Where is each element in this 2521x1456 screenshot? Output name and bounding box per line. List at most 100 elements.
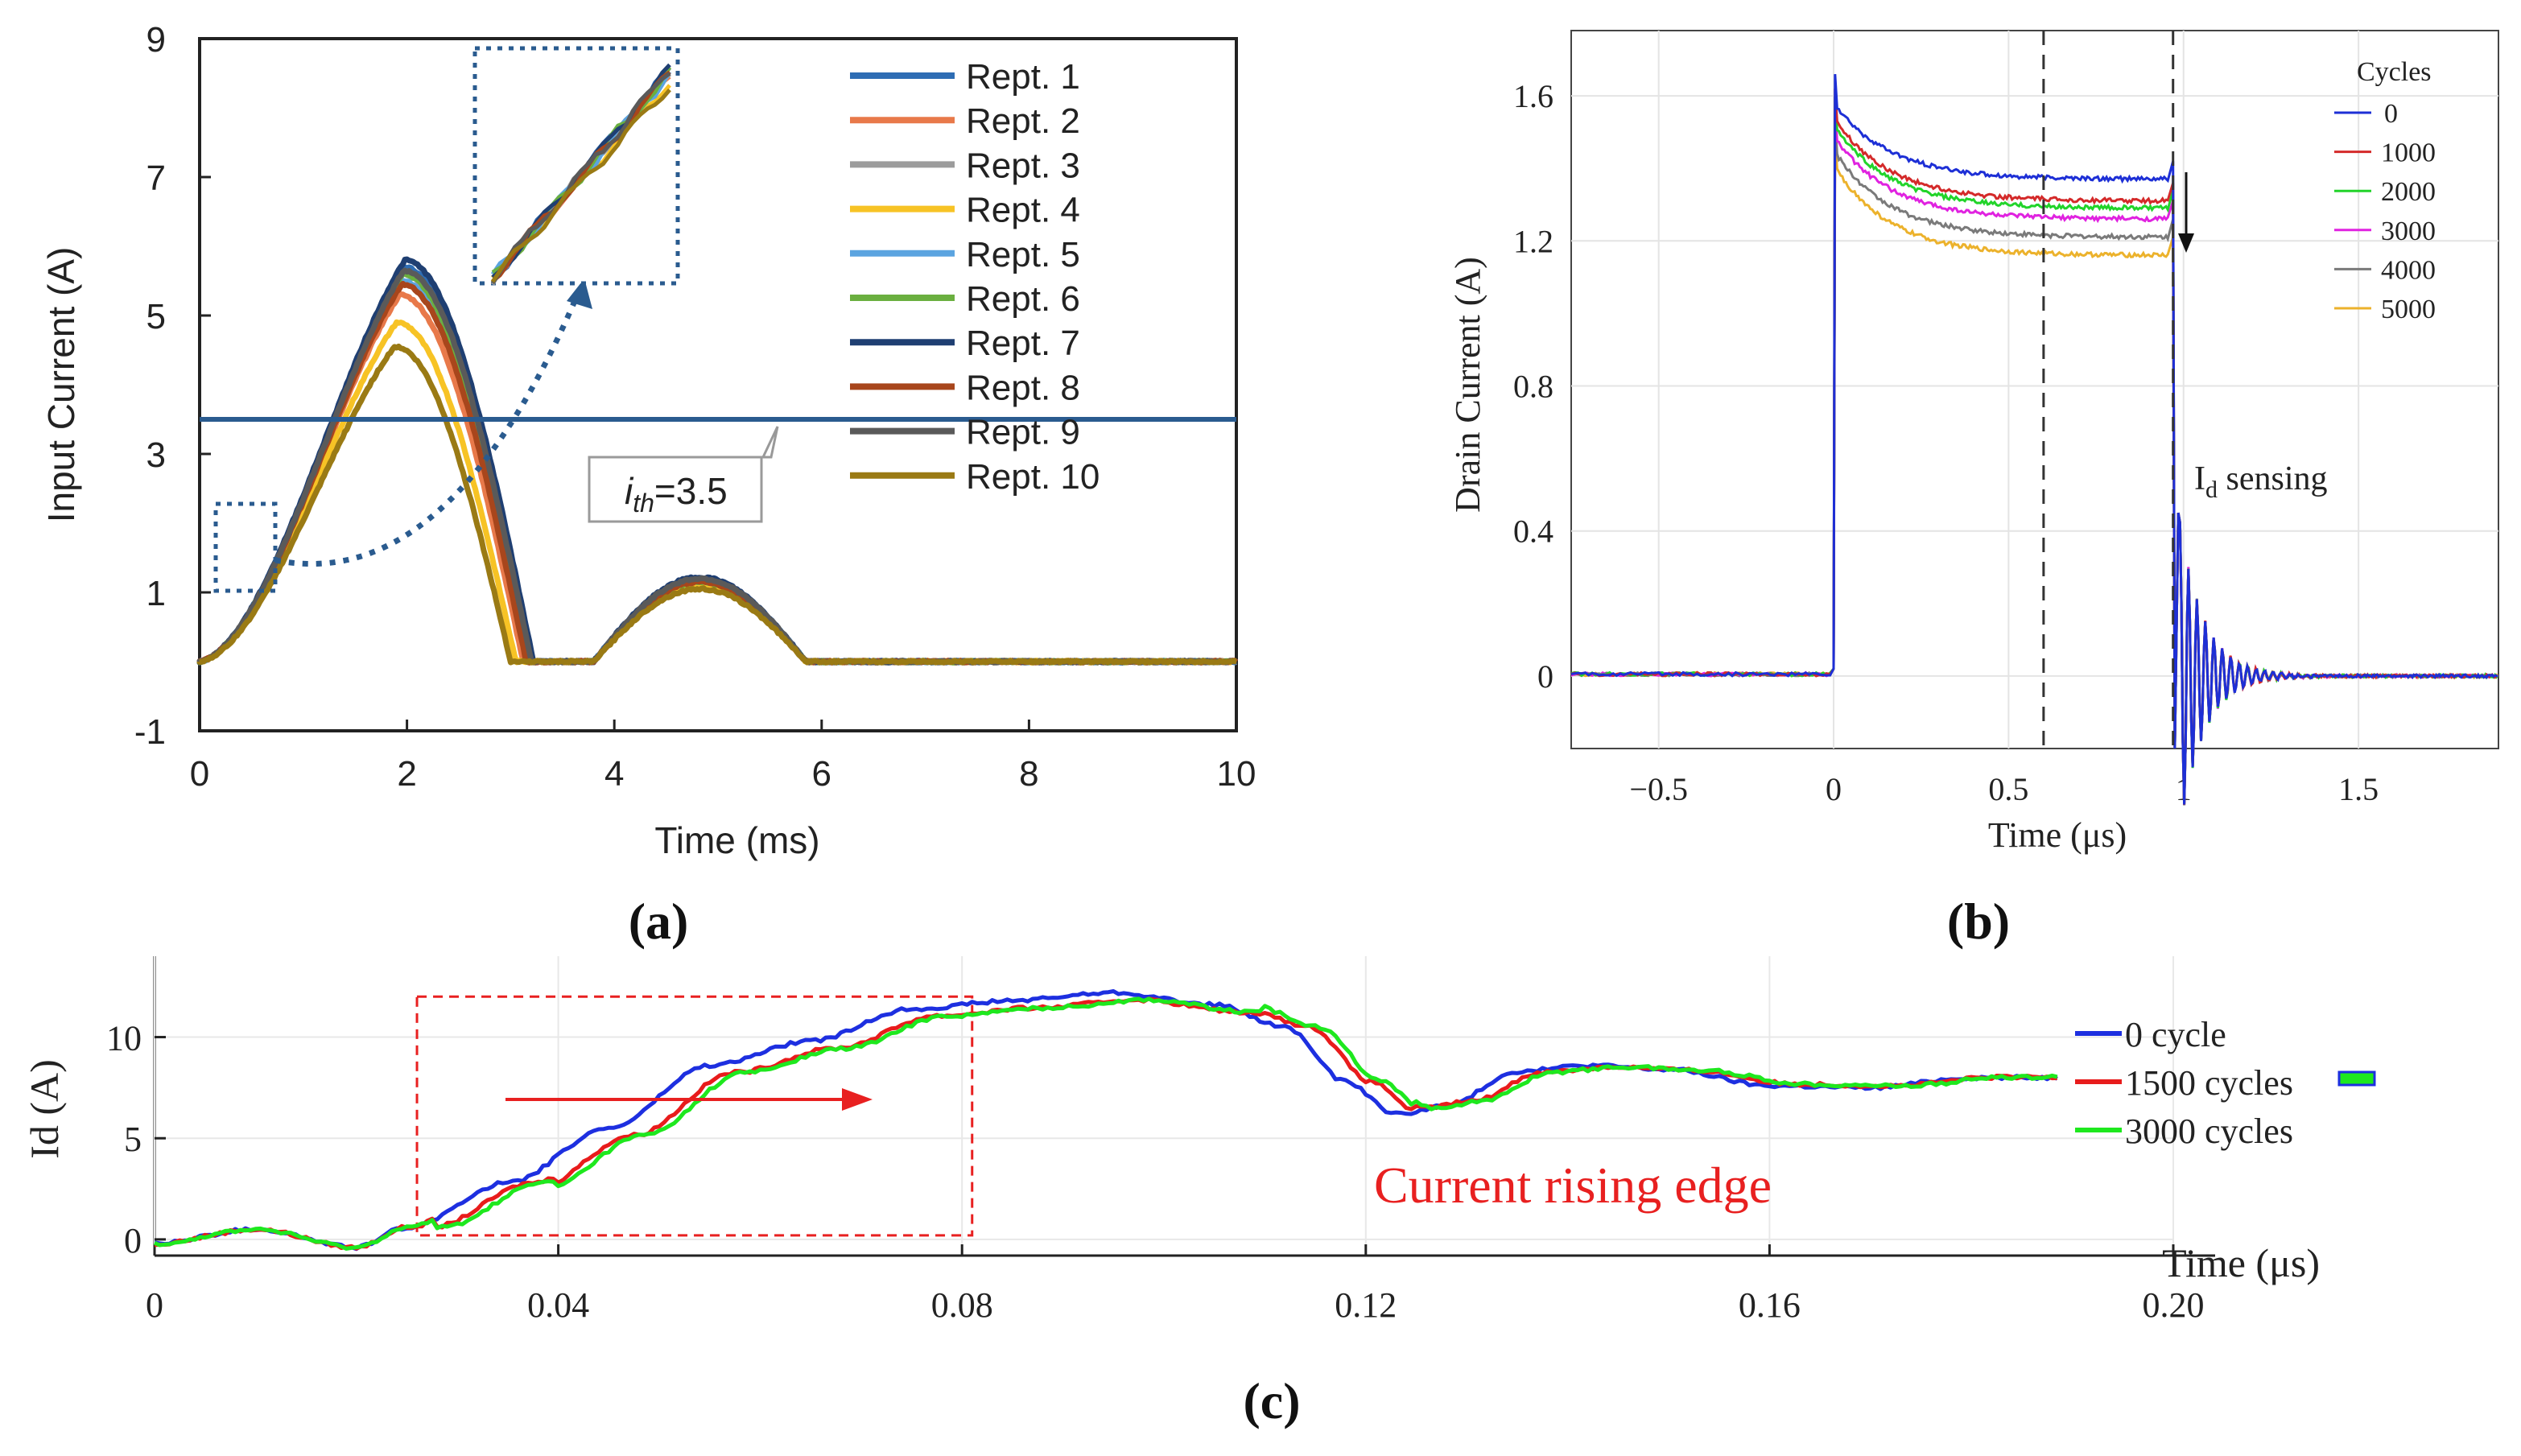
- legend-label-rept-9: Rept. 9: [966, 413, 1080, 452]
- panel-b-x-ticks: −0.5 0 0.5 1 1.5: [1629, 771, 2379, 807]
- panel-c-y-axis-label: Id (A): [22, 1059, 67, 1159]
- y-tick-label: 1: [146, 574, 166, 613]
- series-line-1500-cycles: [154, 996, 2057, 1251]
- y-tick-label: 1.2: [1513, 223, 1553, 259]
- panel-b-legend-title: Cycles: [2357, 57, 2432, 87]
- legend-label-rept-1: Rept. 1: [966, 57, 1080, 97]
- legend-label-rept-4: Rept. 4: [966, 191, 1080, 230]
- panel-c-x-ticks: 0 0.04 0.08 0.12 0.16 0.20: [146, 1244, 2205, 1325]
- panel-a-y-axis-label: Input Current (A): [40, 247, 82, 523]
- threshold-label-sub: th: [633, 489, 654, 518]
- x-tick-label: 8: [1019, 754, 1038, 794]
- legend-label-rept-3: Rept. 3: [966, 146, 1080, 185]
- panel-a-y-ticks: -1 1 3 5 7 9: [134, 20, 211, 752]
- panel-b-y-ticks: 0 0.4 0.8 1.2 1.6: [1513, 78, 1553, 695]
- legend-label-rept-5: Rept. 5: [966, 235, 1080, 274]
- x-tick-label: 0.08: [931, 1285, 993, 1325]
- legend-label-rept-7: Rept. 7: [966, 324, 1080, 363]
- panel-a-threshold-label: ith=3.5: [625, 470, 728, 518]
- threshold-label-prefix: i: [625, 470, 634, 512]
- panel-c-y-ticks: 0 5 10: [106, 1019, 166, 1260]
- legend-label-0-cycle: 0 cycle: [2125, 1015, 2226, 1054]
- panel-c-trace-end-marker: [2337, 1070, 2376, 1087]
- panel-a-threshold-callout: [588, 456, 763, 523]
- x-tick-label: 4: [604, 754, 624, 794]
- panel-b-series-group: [1570, 74, 2499, 806]
- x-tick-label: 0: [146, 1285, 163, 1325]
- panel-b: 00.40.81.21.6 −0.5 0 0.5 1 1.5 Id sensing Cy…: [1448, 30, 2499, 950]
- panel-b-label: (b): [1947, 893, 2010, 950]
- panel-c-grid: [154, 956, 2174, 1256]
- y-tick-label: 10: [106, 1019, 142, 1058]
- panel-a-inset-box: [472, 46, 680, 286]
- panel-c-label: (c): [1243, 1372, 1300, 1429]
- annotation-suffix: sensing: [2218, 460, 2328, 497]
- panel-c-highlight-box: [415, 995, 974, 1237]
- panel-c-legend: 0 cycle 1500 cycles 3000 cycles: [2075, 1015, 2293, 1151]
- y-tick-label: 9: [146, 20, 166, 60]
- x-tick-label: 0.20: [2143, 1285, 2205, 1325]
- panel-b-annotation: Id sensing: [2194, 460, 2328, 503]
- x-tick-label: −0.5: [1629, 771, 1688, 807]
- legend-label-cycles-4000: 4000: [2381, 255, 2436, 285]
- y-tick-label: -1: [134, 712, 166, 752]
- series-line-3000-cycles: [153, 996, 2058, 1251]
- legend-label-rept-6: Rept. 6: [966, 279, 1080, 319]
- legend-label-cycles-3000: 3000: [2381, 217, 2436, 246]
- panel-a-zoom-source-box: [213, 501, 278, 593]
- x-tick-label: 1.5: [2338, 771, 2379, 807]
- panel-b-plot-frame: [1570, 30, 2499, 749]
- legend-label-rept-2: Rept. 2: [966, 101, 1080, 141]
- legend-label-cycles-0: 0: [2384, 99, 2398, 129]
- x-tick-label: 0.5: [1988, 771, 2028, 807]
- legend-label-cycles-1000: 1000: [2381, 138, 2436, 168]
- panel-c: 0 5 10 0 0.04 0.08 0.12 0.16 0.20 Current risin…: [22, 956, 2376, 1429]
- annotation-sub: d: [2205, 476, 2218, 503]
- series-line-cycles-0: [1570, 74, 2498, 805]
- panel-a-series-group: [196, 256, 1238, 666]
- panel-a-label: (a): [629, 893, 689, 950]
- x-tick-label: 10: [1217, 754, 1256, 794]
- x-tick-label: 2: [397, 754, 416, 794]
- y-tick-label: 0: [1537, 658, 1553, 695]
- panel-c-x-axis-label: Time (μs): [2162, 1240, 2320, 1285]
- y-tick-label: 0: [124, 1221, 142, 1260]
- legend-label-rept-8: Rept. 8: [966, 368, 1080, 407]
- series-line-0-cycle: [154, 989, 2058, 1252]
- x-tick-label: 0: [190, 754, 209, 794]
- inset-line-rept-9: [490, 72, 671, 285]
- x-tick-label: 0: [1826, 771, 1842, 807]
- annotation-prefix: I: [2194, 460, 2205, 497]
- y-tick-label: 3: [146, 435, 166, 475]
- panel-a-x-axis-label: Time (ms): [654, 819, 819, 861]
- panel-c-shift-arrowhead: [842, 1088, 873, 1111]
- panel-a-inset-series: [490, 63, 672, 286]
- panel-a-zoom-arrowhead: [567, 278, 592, 309]
- panel-b-x-axis-label: Time (μs): [1988, 815, 2127, 855]
- x-tick-label: 0.12: [1335, 1285, 1397, 1325]
- legend-label-cycles-2000: 2000: [2381, 177, 2436, 207]
- legend-label-cycles-5000: 5000: [2381, 295, 2436, 324]
- panel-b-y-axis-label: Drain Current (A): [1448, 257, 1487, 513]
- series-line-rept-10: [196, 343, 1237, 666]
- legend-label-rept-10: Rept. 10: [966, 457, 1100, 497]
- panel-b-drop-arrowhead: [2178, 233, 2194, 253]
- legend-label-3000-cycles: 3000 cycles: [2125, 1112, 2293, 1151]
- panel-b-legend: Cycles 0 1000 2000 3000 4000 5000: [2334, 57, 2436, 324]
- y-tick-label: 0.8: [1513, 368, 1553, 404]
- x-tick-label: 0.16: [1739, 1285, 1801, 1325]
- y-tick-label: 5: [146, 297, 166, 336]
- y-tick-label: 1.6: [1513, 78, 1553, 114]
- threshold-label-value: =3.5: [654, 470, 728, 512]
- y-tick-label: 7: [146, 159, 166, 198]
- inset-line-rept-10: [490, 88, 671, 283]
- panel-c-annotation: Current rising edge: [1374, 1157, 1772, 1214]
- y-tick-label: 0.4: [1513, 514, 1553, 550]
- y-tick-label: 5: [124, 1120, 142, 1159]
- panel-c-series-group: [153, 989, 2058, 1252]
- x-tick-label: 6: [812, 754, 831, 794]
- x-tick-label: 0.04: [527, 1285, 589, 1325]
